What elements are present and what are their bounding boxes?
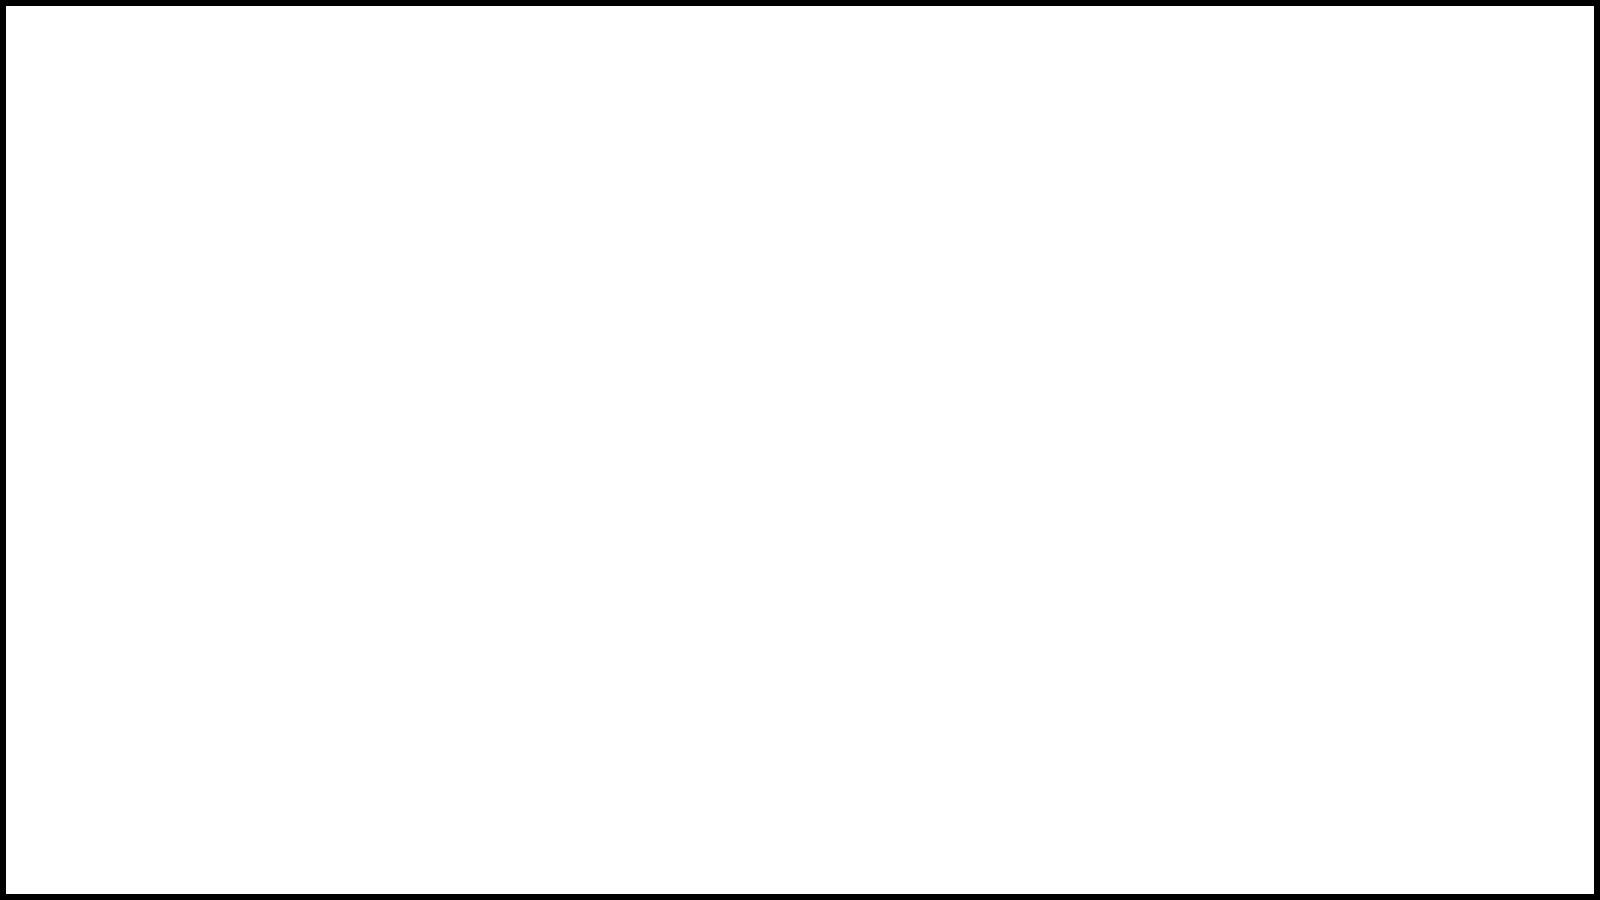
slide	[0, 0, 1600, 900]
conclusion-box	[64, 125, 1536, 149]
accent-square-icon	[34, 53, 78, 97]
header-left	[34, 26, 84, 91]
header	[34, 26, 1566, 91]
